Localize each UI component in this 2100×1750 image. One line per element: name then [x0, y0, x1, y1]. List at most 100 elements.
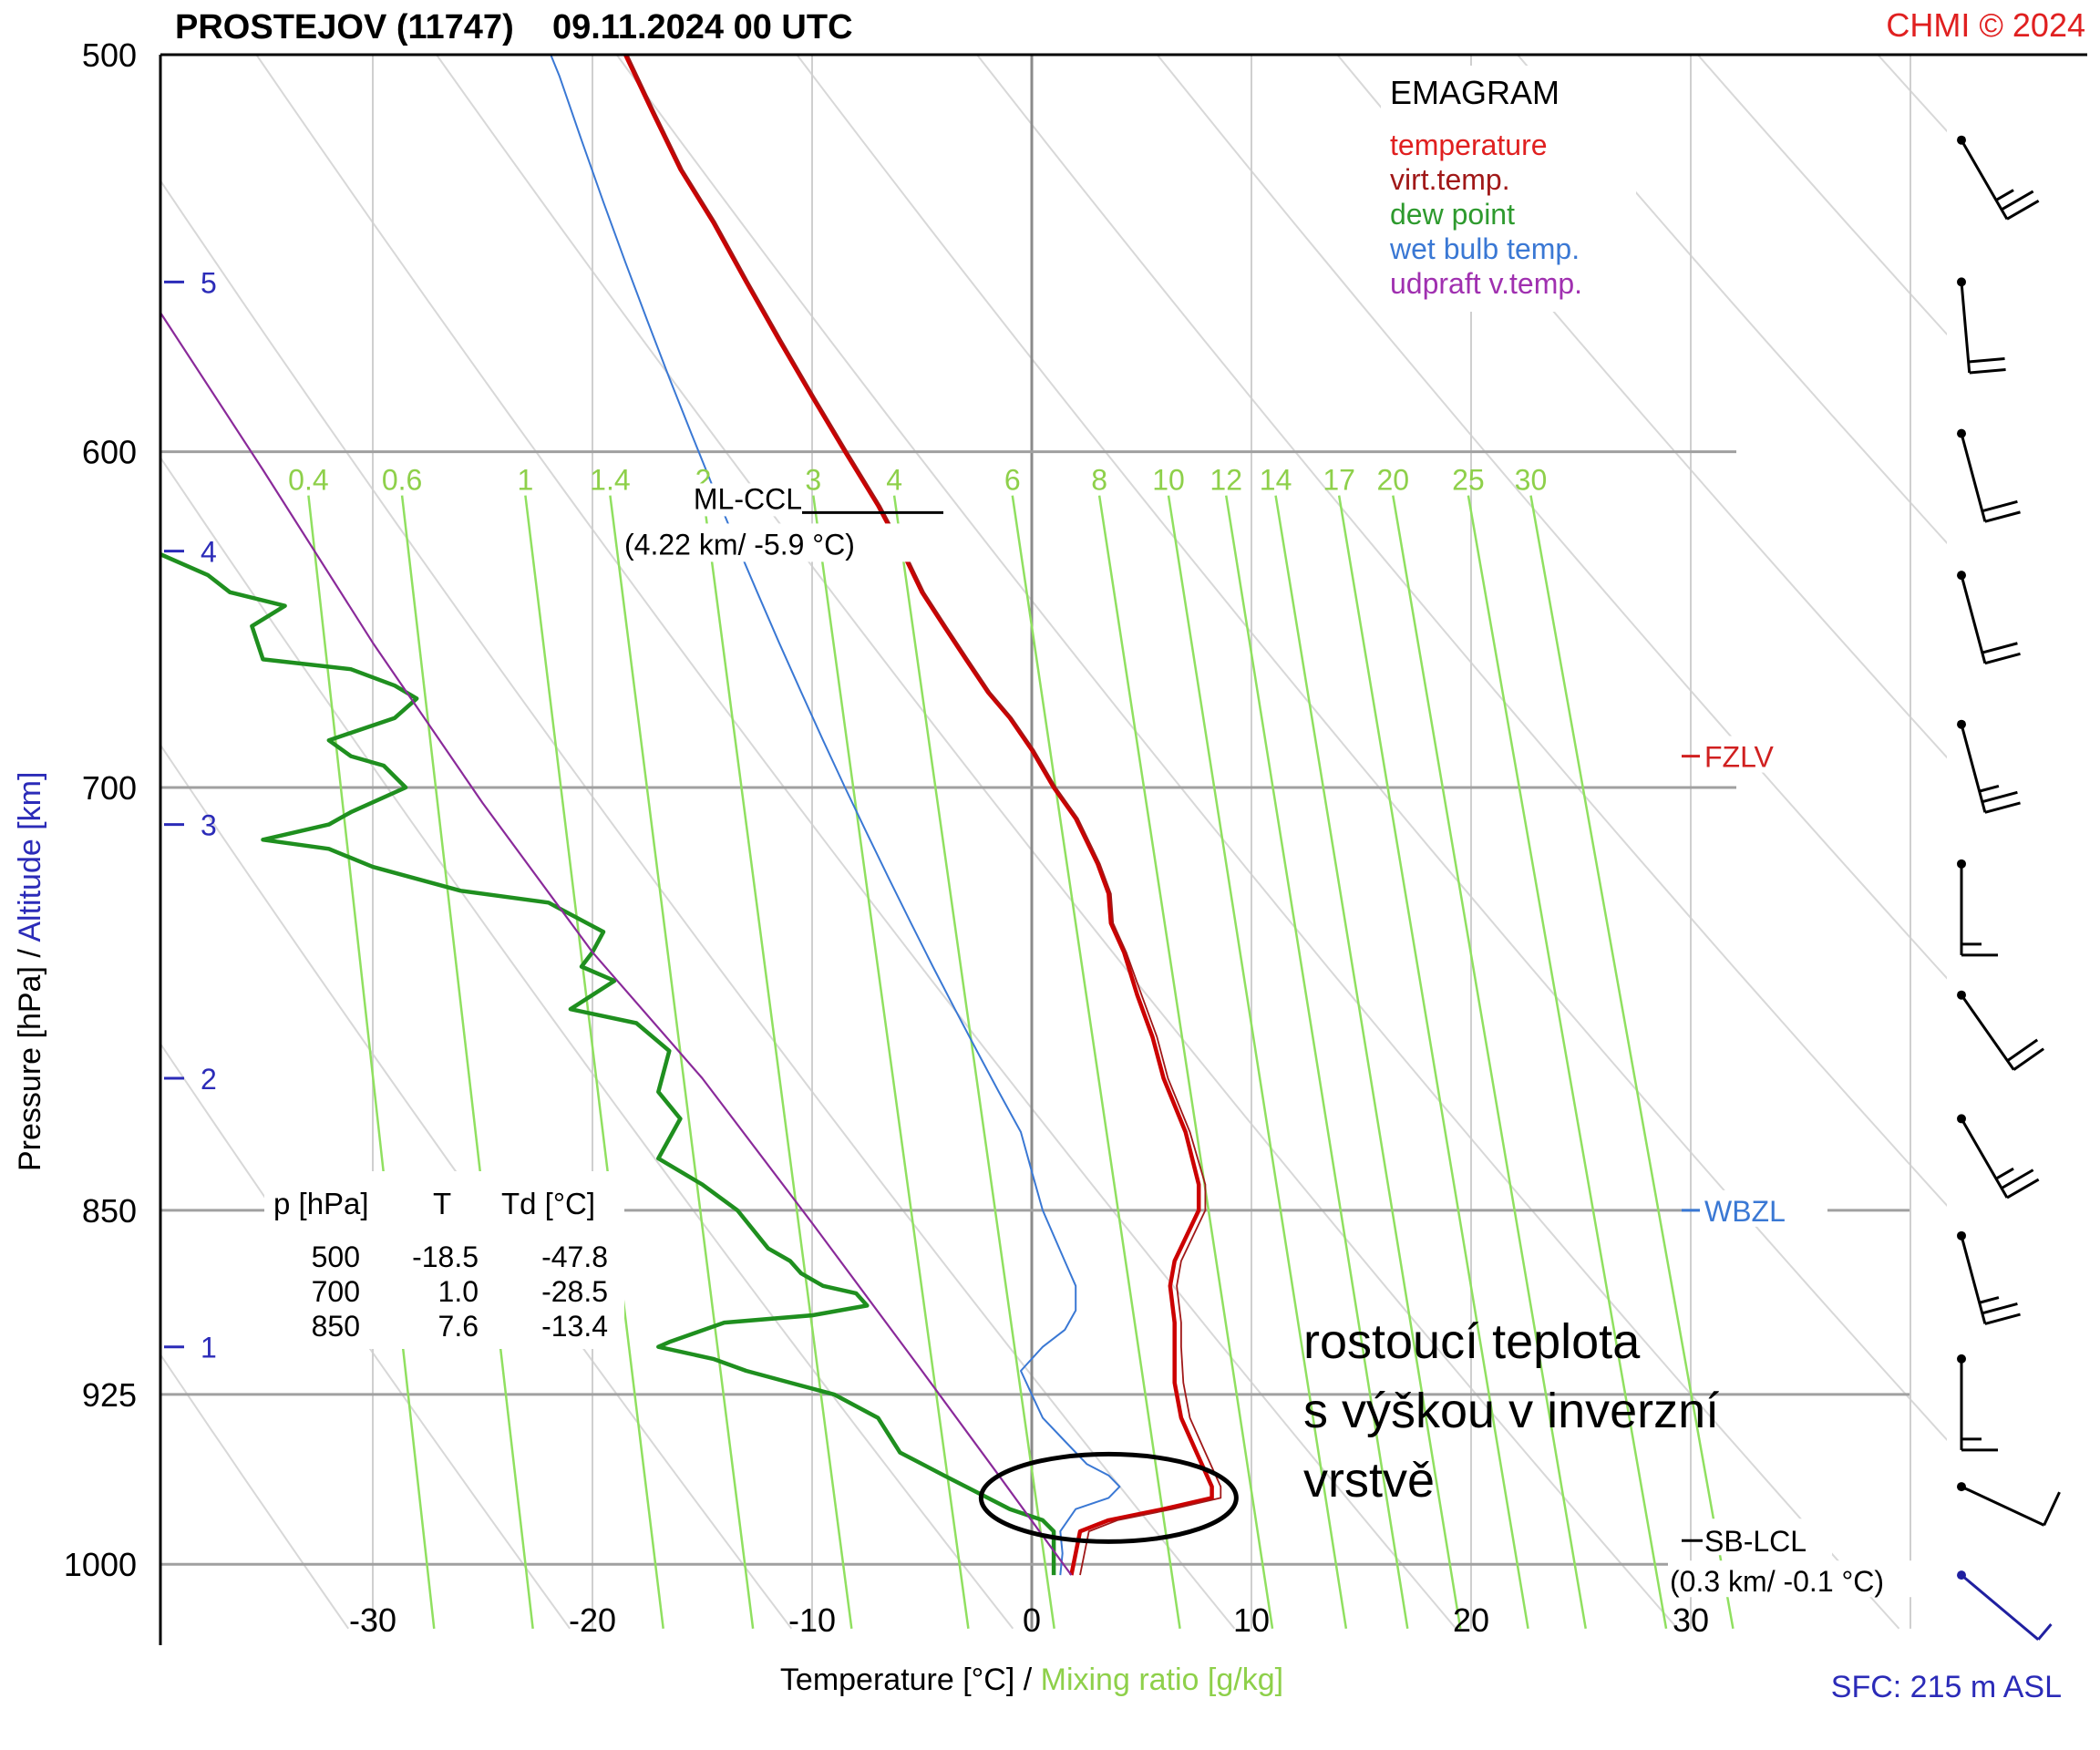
wind-barb-flag — [1979, 1296, 2000, 1304]
dry-adiabat — [1156, 55, 1947, 980]
legend-title: EMAGRAM — [1390, 74, 1560, 111]
level-table: p [hPa] T Td [°C] 500 -18.5 -47.8 700 1.… — [264, 1171, 624, 1349]
dry-adiabat — [160, 456, 1014, 1630]
series-wet-bulb-temp- — [550, 55, 1121, 1576]
x-axis-separator: / — [1024, 1662, 1033, 1697]
ccl-value: (4.22 km/ -5.9 °C) — [624, 528, 855, 561]
wind-barb-flag — [2006, 200, 2040, 221]
wind-barb-flag — [2001, 1168, 2034, 1189]
fzlv-label: FZLV — [1704, 741, 1775, 774]
altitude-tick-label: 5 — [201, 266, 217, 299]
wind-barb-flag — [1982, 790, 2018, 804]
wind-barb-flag — [1984, 652, 2021, 665]
ccl-value-background — [620, 523, 911, 562]
mixing-ratio-line — [1224, 495, 1409, 1630]
temperature-tick-label: 10 — [1233, 1601, 1270, 1639]
mixing-ratio-line — [1011, 495, 1181, 1630]
wind-barb-flag — [2043, 1491, 2061, 1526]
series-udpraft-v-temp- — [160, 311, 1073, 1576]
mixing-ratio-label: 0.6 — [382, 464, 422, 497]
legend: EMAGRAM temperature virt.temp. dew point… — [1381, 66, 1636, 312]
wind-barb-flag — [1984, 510, 2021, 523]
wbzl-label-background — [1700, 1189, 1827, 1227]
mixing-ratio-labels: 0.4 0.6 1 1.4 2 3 4 6 8 10 12 14 17 20 25 30 — [288, 464, 1547, 497]
dry-adiabat — [615, 55, 1900, 1630]
table-row-1-p: 500 — [312, 1240, 360, 1273]
table-row-3-t: 7.6 — [438, 1310, 479, 1343]
wind-barb — [1957, 1230, 2021, 1325]
mixing-ratio-label: 1 — [518, 464, 534, 497]
sb-lcl-value-background — [1668, 1560, 1941, 1598]
table-row-1-t: -18.5 — [412, 1240, 479, 1273]
wind-barb — [1957, 719, 2021, 814]
wind-barb-flag — [1995, 1167, 2014, 1180]
series-temperature — [623, 55, 1214, 1576]
annotation-line-1: rostoucí teplota — [1303, 1314, 1641, 1369]
mixing-ratio-line — [1274, 495, 1462, 1630]
dry-adiabat — [160, 179, 1236, 1630]
dry-adiabat — [1336, 55, 1947, 759]
wind-barb-flag — [1982, 1302, 2018, 1315]
wind-barb — [1957, 428, 2021, 523]
wind-barb — [1957, 135, 2040, 221]
legend-item-temperature: temperature — [1390, 129, 1548, 161]
temperature-tick-label: 30 — [1673, 1601, 1709, 1639]
dry-adiabat — [1517, 55, 1947, 545]
series-dew-point — [160, 551, 1056, 1576]
wind-barb-flag — [1984, 801, 2021, 814]
altitude-tick-label: 3 — [201, 809, 217, 842]
mixing-ratio-label: 30 — [1515, 464, 1548, 497]
y-axis-separator: / — [13, 949, 47, 958]
mixing-ratio-line — [702, 495, 853, 1629]
dry-adiabat — [160, 1042, 571, 1630]
legend-item-updraft: udpraft v.temp. — [1390, 267, 1582, 300]
pressure-tick-label: 1000 — [64, 1546, 137, 1583]
wbzl-label: WBZL — [1704, 1195, 1786, 1228]
annotation-line-3: vrstvě — [1303, 1453, 1435, 1508]
mixing-ratio-label: 25 — [1452, 464, 1485, 497]
table-header-t: T — [433, 1187, 451, 1220]
wind-barbs — [1957, 135, 2061, 1641]
wind-barb — [1957, 1354, 1998, 1452]
table-header-td: Td [°C] — [501, 1187, 595, 1220]
wind-barb-flag — [1995, 189, 2014, 201]
table-row-3-td: -13.4 — [541, 1310, 608, 1343]
wind-barb-flag — [1982, 642, 2018, 654]
mixing-ratio-line — [1167, 495, 1348, 1630]
wind-barb-shaft — [1960, 724, 1987, 813]
mixing-ratio-label: 8 — [1091, 464, 1107, 497]
wind-barb-shaft — [1960, 1117, 2009, 1199]
wind-barb-shaft — [1961, 1485, 2045, 1527]
sb-lcl-value: (0.3 km/ -0.1 °C) — [1670, 1565, 1884, 1598]
wind-barb-shaft — [1960, 574, 1987, 664]
table-row-2-td: -28.5 — [541, 1275, 608, 1308]
mixing-ratio-line — [400, 495, 534, 1629]
mixing-ratio-line — [1097, 495, 1274, 1630]
temperature-tick-label: 20 — [1453, 1601, 1489, 1639]
dry-adiabat — [436, 55, 1679, 1630]
annotation-line-2: s výškou v inverzní — [1303, 1384, 1719, 1438]
grid-layer — [160, 55, 1947, 1630]
mixing-ratio-axis-label: Mixing ratio [g/kg] — [1041, 1662, 1283, 1697]
mixing-ratio-line — [812, 495, 970, 1630]
wind-barb-flag — [1979, 784, 2000, 793]
temperature-ticks: -30 -20 -10 0 10 20 30 — [349, 1601, 1709, 1639]
wind-barb-shaft — [1960, 1235, 1987, 1324]
pressure-ticks: 500 600 700 850 925 1000 — [64, 36, 137, 1583]
mixing-ratio-line — [307, 495, 436, 1629]
altitude-ticks: 5 4 3 2 1 — [164, 266, 217, 1364]
mixing-ratio-line — [1529, 495, 1735, 1630]
wind-barb-shaft — [1960, 139, 2009, 221]
dry-adiabat — [160, 743, 793, 1630]
legend-item-virt-temp: virt.temp. — [1390, 163, 1510, 196]
surface-label: SFC: 215 m ASL — [1831, 1670, 2062, 1704]
temperature-tick-label: -20 — [569, 1601, 616, 1639]
mixing-ratio-label: 1.4 — [590, 464, 630, 497]
table-row-3-p: 850 — [312, 1310, 360, 1343]
temperature-tick-label: 0 — [1023, 1601, 1041, 1639]
ccl-label-background — [670, 483, 802, 517]
legend-item-dew-point: dew point — [1390, 198, 1515, 231]
mixing-ratio-label: 17 — [1323, 464, 1355, 497]
wind-barb-flag — [2012, 1047, 2044, 1071]
wind-barb-flag — [1984, 1312, 2021, 1325]
